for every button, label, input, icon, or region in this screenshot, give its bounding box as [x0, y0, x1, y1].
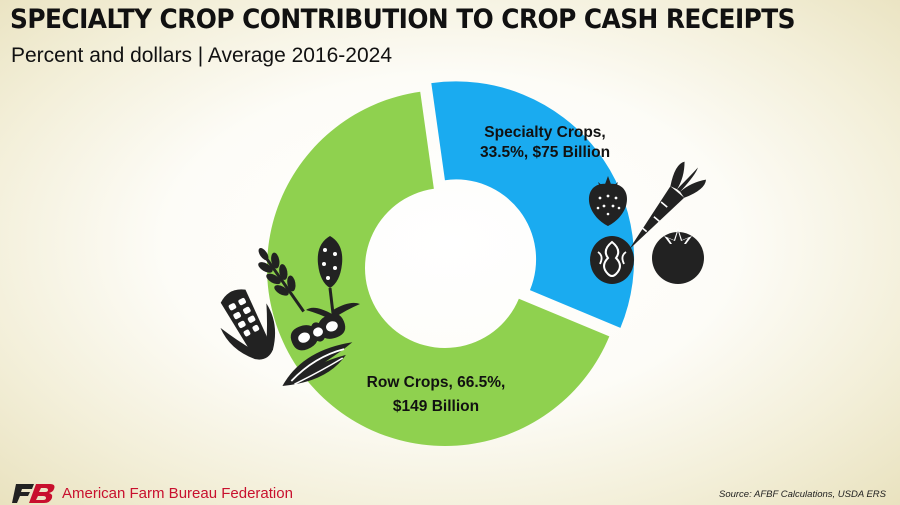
logo-text: American Farm Bureau Federation [62, 484, 293, 502]
corn-icon [220, 289, 276, 360]
slice-row-crops [267, 91, 610, 446]
label-row-line1: Row Crops, 66.5%, [367, 374, 506, 391]
slice-specialty-crops [431, 81, 635, 328]
source-note: Source: AFBF Calculations, USDA ERS [718, 489, 886, 500]
carrot-icon [629, 161, 707, 250]
afbf-logo: American Farm Bureau Federation [12, 482, 293, 504]
label-row-line2: $149 Billion [393, 398, 479, 415]
page-title: SPECIALTY CROP CONTRIBUTION TO CROP CASH… [10, 4, 796, 35]
walnut-icon [590, 236, 634, 284]
fb-logo-mark [12, 484, 55, 503]
strawberry-icon [588, 176, 628, 226]
wheat-icon [258, 248, 305, 313]
page-subtitle: Percent and dollars | Average 2016-2024 [11, 44, 393, 67]
label-specialty-line1: Specialty Crops, [484, 124, 605, 141]
rice-icon [282, 342, 353, 386]
tomato-icon [652, 228, 704, 284]
soybean-icon [290, 313, 346, 351]
sorghum-icon [306, 236, 360, 323]
label-specialty-line2: 33.5%, $75 Billion [480, 144, 610, 161]
